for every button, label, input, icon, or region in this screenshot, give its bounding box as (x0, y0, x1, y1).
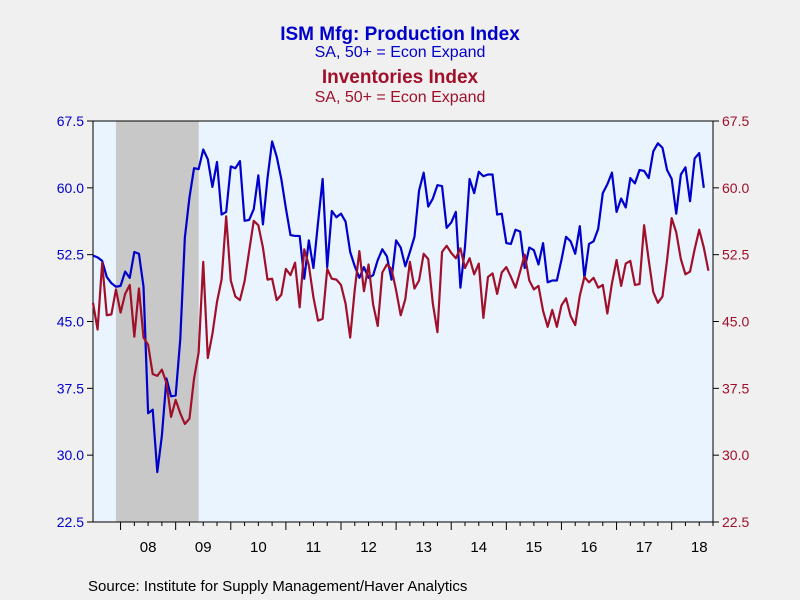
left-tick-label: 30.0 (57, 447, 84, 463)
right-tick-label: 30.0 (722, 447, 749, 463)
left-tick-label: 60.0 (57, 180, 84, 196)
x-tick-label: 09 (195, 539, 212, 556)
right-tick-label: 22.5 (722, 514, 749, 530)
source-note: Source: Institute for Supply Management/… (88, 578, 467, 595)
right-tick-label: 37.5 (722, 380, 749, 396)
x-tick-label: 12 (360, 539, 377, 556)
chart-titles: ISM Mfg: Production Index SA, 50+ = Econ… (280, 24, 520, 106)
chart-title-production: ISM Mfg: Production Index (280, 24, 520, 45)
x-tick-label: 10 (250, 539, 267, 556)
x-tick-label: 17 (636, 539, 653, 556)
left-y-axis: 67.5 60.0 52.5 45.0 37.5 30.0 22.5 (57, 113, 93, 530)
right-tick-label: 67.5 (722, 113, 749, 129)
x-tick-label: 14 (470, 539, 487, 556)
series-line-inventories (91, 215, 710, 426)
series-line-production (92, 140, 705, 474)
x-tick-label: 16 (581, 539, 598, 556)
chart-subtitle-inventories: SA, 50+ = Econ Expand (315, 89, 486, 106)
right-tick-label: 45.0 (722, 314, 749, 330)
x-tick-label: 11 (306, 539, 322, 556)
x-axis: 08 09 10 11 12 13 14 15 16 17 18 (120, 522, 714, 556)
x-tick-label: 13 (415, 539, 432, 556)
right-tick-label: 60.0 (722, 180, 749, 196)
chart-subtitle-production: SA, 50+ = Econ Expand (315, 44, 486, 61)
left-tick-label: 37.5 (57, 380, 84, 396)
series-layer (91, 140, 710, 474)
left-tick-label: 52.5 (57, 247, 84, 263)
x-tick-label: 15 (526, 539, 543, 556)
right-tick-label: 52.5 (722, 247, 749, 263)
recession-band (115, 121, 199, 522)
right-y-axis: 67.5 60.0 52.5 45.0 37.5 30.0 22.5 (713, 113, 749, 530)
x-tick-label: 18 (691, 539, 708, 556)
left-tick-label: 22.5 (57, 514, 84, 530)
left-tick-label: 67.5 (57, 113, 84, 129)
left-tick-label: 45.0 (57, 314, 84, 330)
x-tick-label: 08 (140, 539, 157, 556)
chart-title-inventories: Inventories Index (322, 67, 479, 88)
